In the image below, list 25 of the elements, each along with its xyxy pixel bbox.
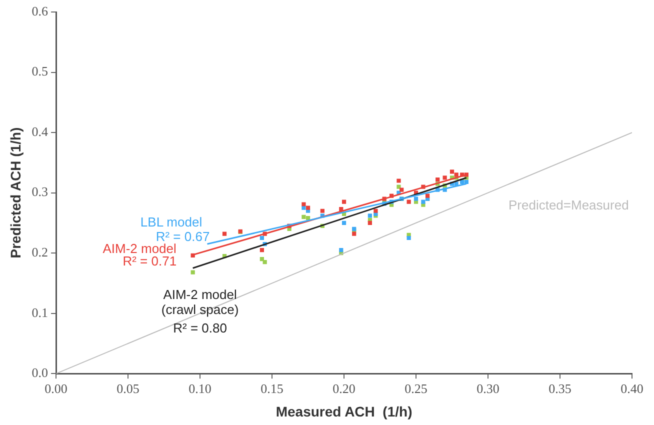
y-tick-label: 0.5: [32, 64, 48, 79]
x-tick-label: 0.25: [404, 380, 428, 396]
x-tick-label: 0.05: [116, 380, 140, 396]
x-tick-label: 0.40: [620, 380, 644, 396]
y-tick-label: 0.2: [32, 244, 48, 260]
annotation: R² = 0.67: [156, 228, 210, 244]
y-tick-label: 0.0: [32, 365, 48, 380]
y-axis-title: Predicted ACH (1/h): [7, 127, 24, 258]
text: AIM-2 model (crawl space): [161, 286, 239, 317]
series-label: AIM-2 model: [102, 241, 177, 256]
x-tick-label: 0.20: [332, 380, 356, 396]
x-tick-label: 0.10: [188, 380, 212, 396]
x-tick-label: 0.35: [548, 380, 572, 396]
series-label: LBL model: [140, 214, 202, 230]
x-axis-title: Measured ACH (1/h): [276, 403, 412, 420]
series-label: Predicted=Measured: [508, 198, 629, 213]
x-tick-label: 0.15: [260, 380, 284, 396]
y-tick-label: 0.1: [32, 304, 48, 320]
x-tick-label: 0.00: [44, 380, 68, 396]
y-tick-label: 0.6: [32, 3, 49, 18]
annotation: R² = 0.80: [173, 320, 227, 336]
x-tick-label: 0.30: [476, 380, 500, 396]
annotation: R² = 0.71: [122, 254, 177, 269]
y-tick-label: 0.4: [32, 124, 49, 139]
y-tick-label: 0.3: [32, 184, 48, 200]
